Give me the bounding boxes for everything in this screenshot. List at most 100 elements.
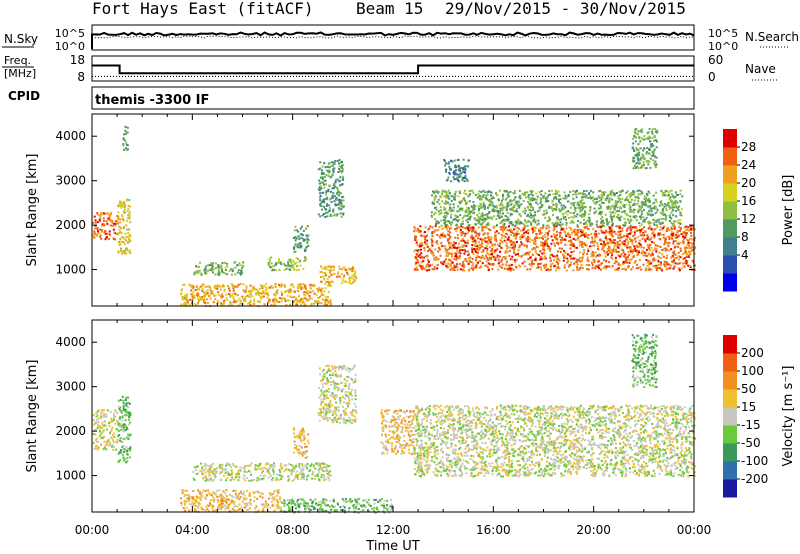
data-cell: [102, 223, 105, 226]
data-cell: [456, 220, 459, 223]
data-cell: [595, 255, 598, 258]
data-cell: [435, 206, 438, 209]
data-cell: [452, 246, 455, 249]
data-cell: [446, 233, 449, 236]
data-cell: [632, 193, 635, 196]
data-cell: [467, 210, 470, 213]
data-cell: [550, 235, 553, 238]
data-cell: [436, 264, 439, 266]
data-cell: [205, 270, 208, 273]
data-cell: [565, 269, 568, 272]
data-cell: [649, 210, 652, 213]
data-cell: [110, 220, 113, 223]
data-cell: [117, 250, 120, 253]
data-cell: [487, 259, 490, 261]
data-cell: [509, 240, 512, 243]
data-cell: [583, 235, 586, 238]
data-cell: [233, 299, 236, 302]
data-cell: [677, 242, 680, 245]
data-cell: [604, 236, 607, 239]
data-cell: [569, 239, 572, 242]
data-cell: [266, 291, 269, 294]
data-cell: [124, 419, 127, 422]
data-cell: [557, 250, 559, 253]
data-cell: [532, 214, 534, 217]
data-cell: [113, 231, 116, 234]
data-cell: [631, 146, 634, 149]
data-cell: [452, 176, 455, 179]
data-cell: [453, 244, 456, 247]
data-cell: [122, 426, 125, 429]
data-cell: [583, 190, 585, 193]
data-cell: [592, 199, 595, 202]
data-cell: [118, 417, 121, 420]
data-cell: [623, 234, 626, 237]
data-cell: [270, 304, 273, 307]
data-cell: [414, 228, 417, 231]
data-cell: [483, 217, 486, 220]
data-cell: [642, 149, 645, 152]
data-cell: [319, 295, 321, 298]
data-cell: [663, 260, 666, 263]
data-cell: [214, 294, 217, 297]
data-cell: [575, 196, 578, 199]
data-cell: [674, 234, 677, 237]
data-cell: [325, 166, 327, 168]
data-cell: [325, 274, 328, 277]
data-cell: [249, 293, 252, 296]
data-cell: [611, 253, 613, 256]
data-cell: [298, 260, 301, 263]
data-cell: [526, 191, 529, 194]
data-cell: [127, 418, 130, 421]
data-cell: [536, 210, 539, 213]
data-cell: [551, 207, 554, 210]
data-cell: [120, 227, 123, 230]
data-cell: [462, 231, 465, 234]
data-cell: [653, 148, 656, 151]
data-cell: [491, 245, 494, 248]
data-cell: [93, 423, 96, 426]
data-cell: [319, 203, 322, 206]
data-cell: [433, 200, 435, 203]
data-cell: [108, 230, 111, 233]
data-cell: [297, 290, 300, 293]
data-cell: [583, 252, 585, 254]
data-cell: [448, 165, 451, 168]
data-cell: [497, 210, 499, 213]
data-cell: [630, 268, 633, 271]
data-cell: [649, 143, 652, 146]
data-cell: [638, 251, 640, 254]
data-cell: [638, 189, 641, 192]
data-cell: [126, 219, 129, 222]
data-cell: [122, 407, 125, 410]
data-cell: [541, 227, 544, 230]
data-cell: [648, 200, 651, 203]
data-cell: [289, 258, 292, 261]
data-cell: [297, 230, 300, 233]
data-cell: [557, 265, 560, 268]
data-cell: [656, 219, 659, 222]
data-cell: [320, 187, 323, 190]
data-cell: [213, 294, 216, 297]
data-cell: [532, 262, 535, 265]
data-cell: [112, 414, 115, 417]
data-cell: [585, 225, 588, 228]
data-cell: [215, 267, 217, 269]
data-cell: [323, 304, 326, 307]
data-cell: [634, 140, 637, 143]
data-cell: [341, 165, 344, 168]
beam-label: Beam 15: [356, 0, 423, 18]
data-cell: [551, 209, 554, 212]
data-cell: [624, 268, 627, 271]
data-cell: [614, 242, 617, 245]
data-cell: [668, 241, 671, 244]
data-cell: [647, 243, 650, 246]
data-cell: [223, 290, 226, 293]
data-cell: [265, 287, 268, 290]
data-region: [193, 261, 245, 276]
data-cell: [258, 291, 260, 294]
data-cell: [676, 201, 679, 204]
data-cell: [471, 264, 474, 267]
data-cell: [445, 220, 448, 223]
data-cell: [548, 245, 551, 248]
